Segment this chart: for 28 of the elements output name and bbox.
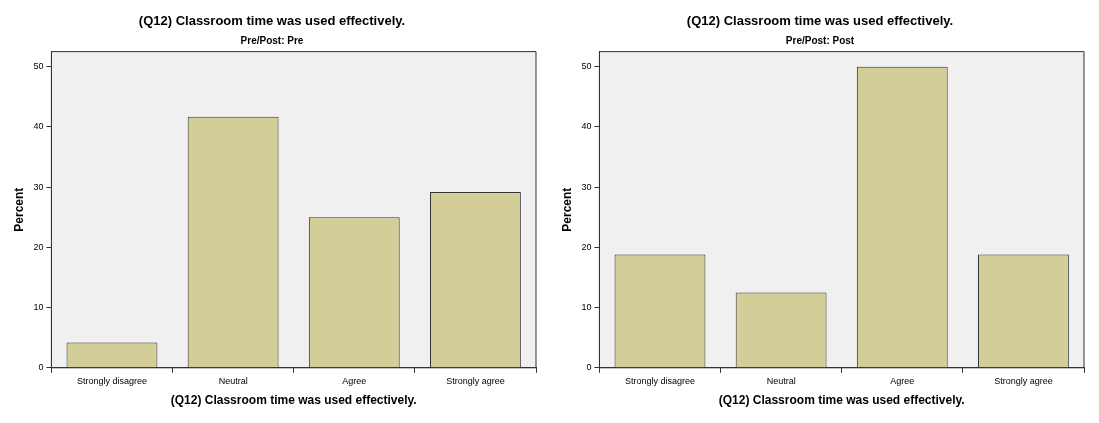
y-tick-label: 50 xyxy=(581,61,592,72)
x-tick-label: Strongly agree xyxy=(994,375,1053,386)
x-tick-label: Strongly agree xyxy=(446,375,505,386)
y-tick-label: 20 xyxy=(581,241,592,252)
y-tick-label: 40 xyxy=(581,121,592,132)
chart-title: (Q12) Classroom time was used effectively. xyxy=(138,13,406,29)
chart-title: (Q12) Classroom time was used effectively. xyxy=(686,13,954,29)
y-tick-label: 0 xyxy=(38,362,44,373)
x-tick-label: Neutral xyxy=(218,375,248,386)
y-tick-label: 20 xyxy=(33,241,44,252)
y-tick-label: 10 xyxy=(581,302,592,313)
x-tick-label: Neutral xyxy=(766,375,796,386)
x-tick-label: Agree xyxy=(890,375,915,386)
x-axis-title: (Q12) Classroom time was used effectively. xyxy=(170,393,417,408)
y-tick-label: 30 xyxy=(581,181,592,192)
chart-subtitle: Pre/Post: Pre xyxy=(240,35,304,47)
y-tick-label: 10 xyxy=(33,302,44,313)
y-tick-label: 0 xyxy=(586,362,592,373)
x-tick-label: Strongly disagree xyxy=(624,375,696,386)
y-tick-label: 30 xyxy=(33,181,44,192)
y-tick-label: 40 xyxy=(33,121,44,132)
y-tick-label: 50 xyxy=(33,61,44,72)
chart-subtitle: Pre/Post: Post xyxy=(785,35,855,47)
x-axis-title: (Q12) Classroom time was used effectively. xyxy=(718,393,965,408)
x-tick-label: Agree xyxy=(342,375,367,386)
y-axis-title: Percent xyxy=(559,187,574,232)
y-axis-title: Percent xyxy=(11,187,26,232)
x-tick-label: Strongly disagree xyxy=(76,375,148,386)
